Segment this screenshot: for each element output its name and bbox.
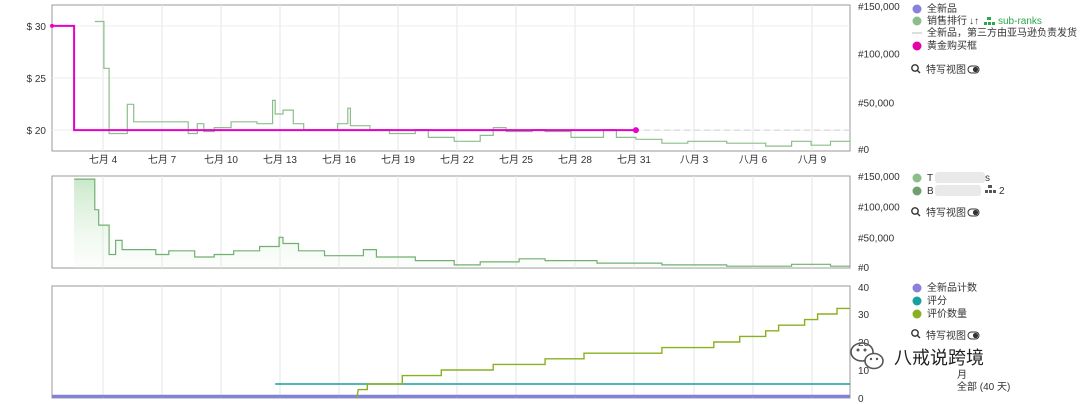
series-line: [94, 20, 851, 147]
x-tick-label: 七月 13: [263, 154, 297, 166]
legend-third-party[interactable]: 全新品，第三方由亚马逊负责发货: [927, 26, 1077, 39]
legend-swatch-new-price[interactable]: [912, 4, 922, 14]
y-right-tick-label: 30: [858, 310, 870, 321]
legend-swatch-buy-box[interactable]: [912, 41, 922, 51]
y-right-tick-label: #0: [858, 263, 870, 274]
axis-labels: 七月 4 七月 7 七月 10 七月 13 七月 16 七月 19 七月 22 七月 25 七月…: [27, 2, 901, 404]
legend-middle-1-prefix[interactable]: T: [927, 173, 933, 184]
legend-swatch-rating[interactable]: [912, 296, 922, 306]
x-tick-label: 八月 9: [798, 154, 827, 166]
closeup-view-label-2[interactable]: 特写视图: [926, 206, 966, 219]
x-tick-label: 七月 10: [204, 154, 238, 166]
month-range-label[interactable]: 月: [957, 369, 967, 381]
y-right-tick-label: #100,000: [858, 50, 900, 61]
y-right-tick-label: 40: [858, 283, 870, 294]
legend-swatch-middle-1[interactable]: [912, 173, 922, 183]
y-right-tick-label: #150,000: [858, 2, 900, 13]
y-left-tick-label: $ 25: [27, 74, 47, 85]
x-tick-label: 七月 28: [558, 154, 592, 166]
legend-sales-rank[interactable]: 销售排行: [927, 14, 967, 27]
all-range-label[interactable]: 全部 (40 天): [957, 380, 1010, 393]
toggle-icon-3[interactable]: [967, 331, 980, 340]
legend-buy-box[interactable]: 黄金购买框: [927, 39, 977, 52]
buybox-start-dot: [50, 23, 54, 28]
legend-swatch-sales-rank[interactable]: [912, 16, 922, 26]
blurred-text-2: [935, 185, 981, 196]
legend-swatch-new-count[interactable]: [912, 283, 922, 293]
top-grid: [52, 5, 850, 151]
y-left-tick-label: $ 30: [27, 22, 47, 33]
search-icon-2[interactable]: [911, 207, 921, 217]
closeup-view-label-3[interactable]: 特写视图: [926, 329, 966, 342]
sort-icon[interactable]: ↓↑: [969, 16, 979, 27]
series-line: [74, 178, 850, 267]
series-line: [356, 307, 850, 399]
top-legend: 全新品 销售排行 ↓↑ sub-ranks 全新品，第三方由亚马逊负责发货 黄金…: [911, 2, 1077, 76]
x-tick-label: 七月 19: [381, 154, 415, 166]
x-tick-label: 七月 25: [499, 154, 533, 166]
blurred-text-1: [935, 172, 985, 183]
legend-middle-2-suffix[interactable]: 2: [999, 186, 1005, 197]
legend-swatch-review-count[interactable]: [912, 309, 922, 319]
top-series: [50, 20, 851, 147]
series-line: [52, 24, 636, 132]
area-fill: [74, 179, 851, 268]
legend-new-count[interactable]: 全新品计数: [927, 281, 977, 294]
bottom-panel-frame: [51, 285, 851, 399]
y-right-tick-label: #150,000: [858, 172, 900, 183]
y-right-tick-label: #50,000: [858, 98, 895, 109]
legend-swatch-middle-2[interactable]: [912, 186, 922, 196]
middle-legend: T s B 2 特写视图: [911, 172, 1005, 219]
legend-rating[interactable]: 评分: [927, 295, 947, 307]
x-tick-label: 七月 31: [617, 154, 651, 166]
closeup-view-label[interactable]: 特写视图: [926, 63, 966, 76]
wechat-icon: [850, 342, 884, 370]
y-right-tick-label: 0: [858, 394, 864, 404]
middle-grid: [102, 176, 813, 268]
bottom-legend: 全新品计数 评分 评价数量 特写视图 月 全部 (40 天): [911, 281, 1010, 393]
y-left-tick-label: $ 20: [27, 126, 47, 137]
bottom-grid: [102, 286, 813, 398]
toggle-icon-2[interactable]: [967, 208, 980, 217]
middle-series: [74, 178, 851, 268]
legend-middle-1-suffix[interactable]: s: [985, 173, 990, 184]
toggle-icon[interactable]: [967, 65, 980, 74]
bottom-series: [52, 307, 850, 399]
legend-middle-2-prefix[interactable]: B: [927, 186, 934, 197]
x-tick-label: 八月 6: [739, 154, 768, 166]
sitemap-icon-2: [985, 185, 996, 193]
y-right-tick-label: #50,000: [858, 233, 895, 244]
x-tick-label: 七月 16: [322, 154, 356, 166]
sitemap-icon: [984, 17, 995, 25]
brand-text: 八戒说跨境: [894, 348, 984, 369]
buybox-end-dot: [632, 127, 639, 134]
y-right-tick-label: 10: [858, 366, 870, 377]
x-tick-label: 八月 3: [680, 154, 709, 166]
search-icon[interactable]: [911, 64, 921, 74]
x-tick-label: 七月 22: [440, 154, 474, 166]
legend-review-count[interactable]: 评价数量: [927, 307, 967, 320]
watermark: 八戒说跨境: [850, 342, 984, 370]
legend-new-price[interactable]: 全新品: [927, 2, 957, 15]
legend-sub-ranks[interactable]: sub-ranks: [998, 16, 1042, 27]
x-tick-label: 七月 4: [89, 154, 118, 166]
y-right-tick-label: #0: [858, 145, 870, 156]
x-tick-label: 七月 7: [148, 154, 177, 166]
search-icon-3[interactable]: [911, 329, 921, 339]
y-right-tick-label: #100,000: [858, 203, 900, 214]
